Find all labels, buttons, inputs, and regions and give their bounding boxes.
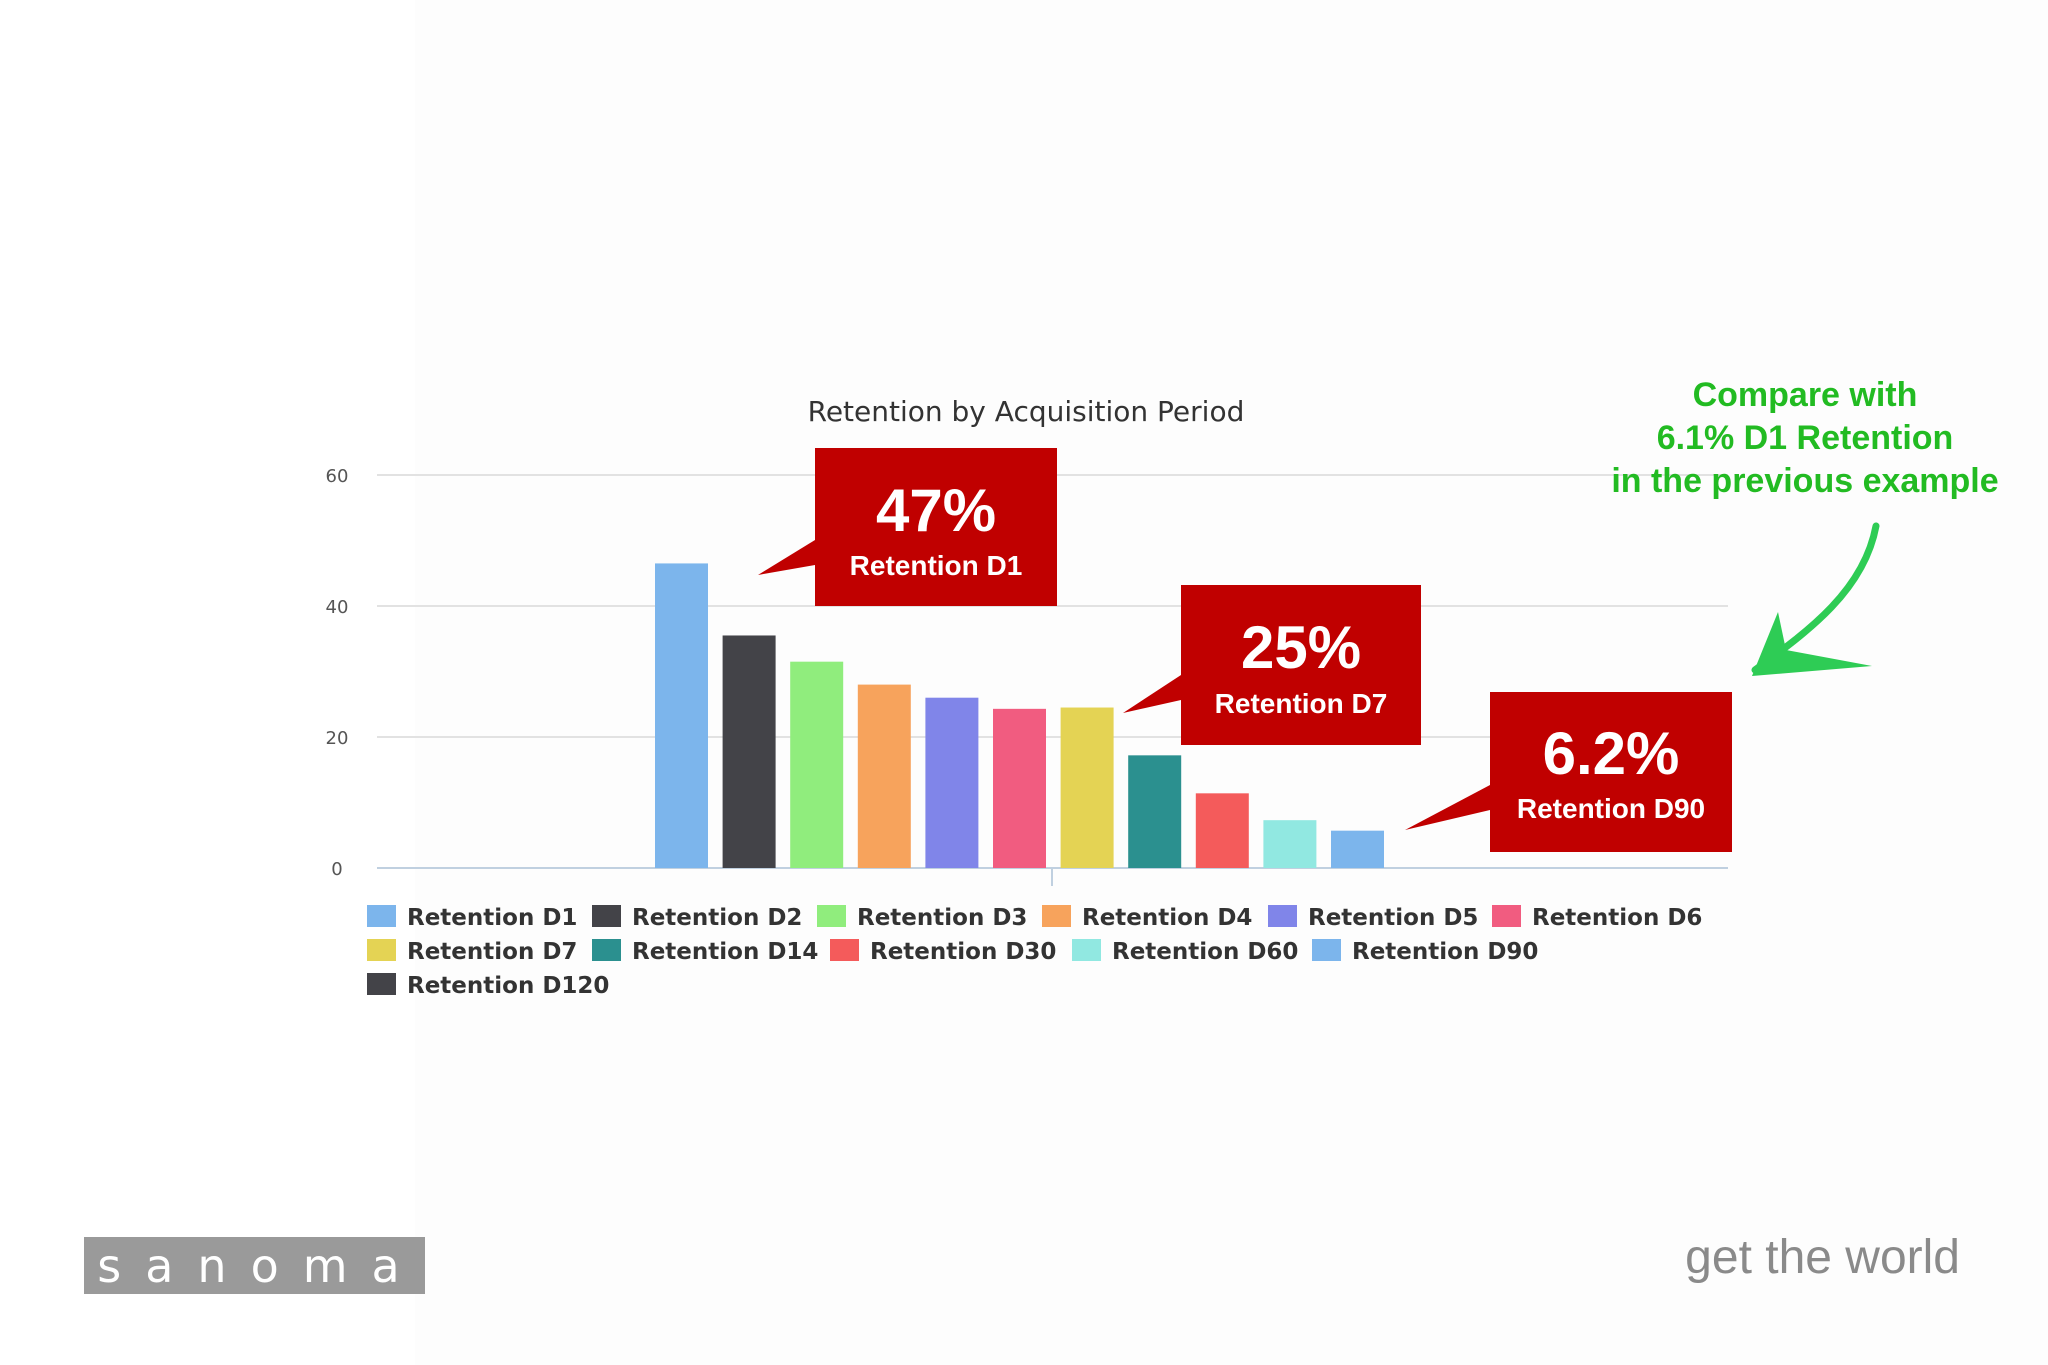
bar-group: [655, 563, 1384, 868]
compare-note-line: Compare with: [1692, 376, 1918, 414]
bar-retention-d4[interactable]: [857, 684, 911, 868]
bar-retention-d7[interactable]: [1060, 707, 1114, 868]
bar-retention-d2[interactable]: [722, 635, 776, 868]
callout-box: [815, 448, 1057, 606]
legend-item[interactable]: Retention D90: [1312, 939, 1538, 965]
legend-swatch: [830, 939, 859, 961]
legend-swatch: [592, 939, 621, 961]
legend-label: Retention D60: [1112, 939, 1298, 965]
legend-item[interactable]: Retention D2: [592, 905, 802, 931]
legend-label: Retention D3: [857, 905, 1027, 931]
callout-value: 25%: [1241, 614, 1361, 681]
callout-value: 6.2%: [1543, 720, 1680, 787]
legend-swatch: [367, 973, 396, 995]
legend-label: Retention D7: [407, 939, 577, 965]
callout-retention-d7: 25% Retention D7: [1123, 585, 1421, 745]
callout-value: 47%: [876, 477, 996, 544]
legend-item[interactable]: Retention D6: [1492, 905, 1702, 931]
legend-swatch: [817, 905, 846, 927]
legend-swatch: [1492, 905, 1521, 927]
arrow-icon: [1751, 522, 1880, 676]
bar-retention-d14[interactable]: [1128, 755, 1182, 868]
legend-swatch: [592, 905, 621, 927]
y-tick-label: 0: [331, 859, 342, 880]
legend-label: Retention D1: [407, 905, 577, 931]
legend-label: Retention D6: [1532, 905, 1702, 931]
legend-label: Retention D4: [1082, 905, 1252, 931]
legend-label: Retention D5: [1308, 905, 1478, 931]
callout-label: Retention D7: [1215, 688, 1388, 719]
callout-retention-d1: 47% Retention D1: [758, 448, 1057, 606]
chart-title: Retention by Acquisition Period: [808, 395, 1245, 428]
legend[interactable]: Retention D1 Retention D2 Retention D3 Rete…: [367, 905, 1702, 999]
legend-label: Retention D120: [407, 973, 609, 999]
legend-item[interactable]: Retention D7: [367, 939, 577, 965]
legend-item[interactable]: Retention D4: [1042, 905, 1252, 931]
callout-pointer: [1123, 675, 1181, 713]
callouts: 47% Retention D1 25% Retention D7 6.2% Retent…: [758, 448, 1732, 852]
tagline: get the world: [1685, 1231, 1960, 1284]
legend-item[interactable]: Retention D14: [592, 939, 818, 965]
legend-swatch: [1042, 905, 1071, 927]
legend-item[interactable]: Retention D60: [1072, 939, 1298, 965]
legend-swatch: [1268, 905, 1297, 927]
y-tick-label: 40: [326, 597, 349, 618]
legend-swatch: [1072, 939, 1101, 961]
legend-item[interactable]: Retention D1: [367, 905, 577, 931]
compare-note: Compare with 6.1% D1 Retention in the pr…: [1575, 374, 2035, 503]
compare-note-line: 6.1% D1 Retention: [1656, 419, 1954, 457]
legend-item[interactable]: Retention D3: [817, 905, 1027, 931]
y-tick-label: 20: [326, 728, 349, 749]
bar-retention-d3[interactable]: [790, 661, 844, 868]
callout-pointer: [758, 540, 815, 575]
legend-swatch: [367, 905, 396, 927]
legend-swatch: [367, 939, 396, 961]
legend-label: Retention D2: [632, 905, 802, 931]
bar-retention-d6[interactable]: [993, 708, 1046, 868]
y-tick-label: 60: [326, 466, 349, 487]
legend-item[interactable]: Retention D5: [1268, 905, 1478, 931]
callout-box: [1181, 585, 1421, 745]
compare-note-line: in the previous example: [1611, 462, 1999, 500]
y-axis-ticks: 0 20 40 60: [326, 466, 349, 880]
bar-retention-d90[interactable]: [1331, 830, 1384, 868]
bar-retention-d60[interactable]: [1263, 820, 1317, 868]
sanoma-logo: sanoma: [84, 1237, 425, 1294]
legend-label: Retention D90: [1352, 939, 1538, 965]
legend-label: Retention D30: [870, 939, 1056, 965]
legend-item[interactable]: Retention D120: [367, 973, 609, 999]
callout-label: Retention D90: [1517, 793, 1705, 824]
legend-swatch: [1312, 939, 1341, 961]
legend-item[interactable]: Retention D30: [830, 939, 1056, 965]
callout-box: [1490, 692, 1732, 852]
legend-label: Retention D14: [632, 939, 818, 965]
bar-retention-d5[interactable]: [925, 697, 979, 868]
callout-pointer: [1405, 785, 1490, 830]
bar-retention-d30[interactable]: [1195, 793, 1249, 868]
bar-retention-d1[interactable]: [655, 563, 708, 868]
callout-label: Retention D1: [850, 550, 1023, 581]
callout-retention-d90: 6.2% Retention D90: [1405, 692, 1732, 852]
